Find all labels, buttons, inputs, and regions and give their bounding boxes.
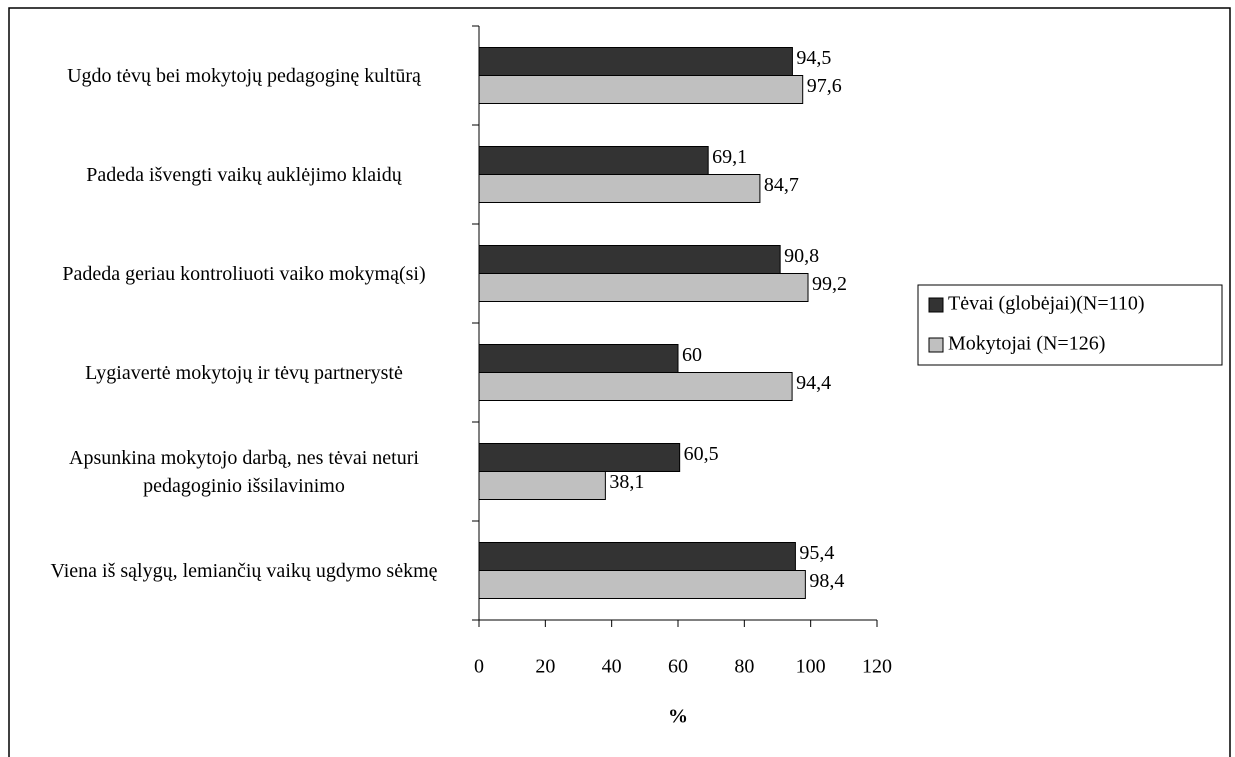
x-axis-title: % <box>668 706 688 728</box>
bar <box>478 570 806 599</box>
data-label: 94,4 <box>796 372 831 394</box>
legend-box <box>917 284 1223 366</box>
category-label: Padeda išvengti vaikų auklėjimo klaidų <box>86 163 402 186</box>
x-tick-label: 100 <box>796 656 826 678</box>
legend-swatch <box>928 337 944 353</box>
x-tick-label: 80 <box>734 656 754 678</box>
bar <box>478 47 793 76</box>
bar <box>478 174 761 203</box>
data-label: 97,6 <box>807 75 842 97</box>
bar <box>478 443 681 472</box>
legend-label: Mokytojai (N=126) <box>948 333 1105 355</box>
bar <box>478 344 679 373</box>
category-label: Padeda geriau kontroliuoti vaiko mokymą(… <box>62 262 426 285</box>
data-label: 95,4 <box>799 542 834 564</box>
category-label: Viena iš sąlygų, lemiančių vaikų ugdymo … <box>50 559 438 582</box>
x-tick-label: 0 <box>474 656 484 678</box>
data-label: 84,7 <box>764 174 799 196</box>
legend-swatch <box>928 297 944 313</box>
bar <box>478 372 793 401</box>
data-label: 99,2 <box>812 273 847 295</box>
bar <box>478 245 781 274</box>
bar <box>478 273 809 302</box>
data-label: 60,5 <box>684 443 719 465</box>
x-tick-label: 120 <box>862 656 892 678</box>
data-label: 60 <box>682 344 702 366</box>
x-tick-label: 40 <box>602 656 622 678</box>
bar <box>478 146 709 175</box>
frame <box>8 7 1231 757</box>
category-label: Lygiavertė mokytojų ir tėvų partnerystė <box>85 361 403 384</box>
data-label: 90,8 <box>784 245 819 267</box>
category-label: Ugdo tėvų bei mokytojų pedagoginę kultūr… <box>67 64 421 87</box>
bar <box>478 471 606 500</box>
category-label: Apsunkina mokytojo darbą, nes tėvai netu… <box>69 446 419 497</box>
bar <box>478 542 796 571</box>
x-tick-label: 60 <box>668 656 688 678</box>
data-label: 94,5 <box>796 47 831 69</box>
bar <box>478 75 804 104</box>
data-label: 98,4 <box>809 570 844 592</box>
data-label: 69,1 <box>712 146 747 168</box>
x-tick-label: 20 <box>535 656 555 678</box>
data-label: 38,1 <box>609 471 644 493</box>
legend-label: Tėvai (globėjai)(N=110) <box>948 293 1145 315</box>
